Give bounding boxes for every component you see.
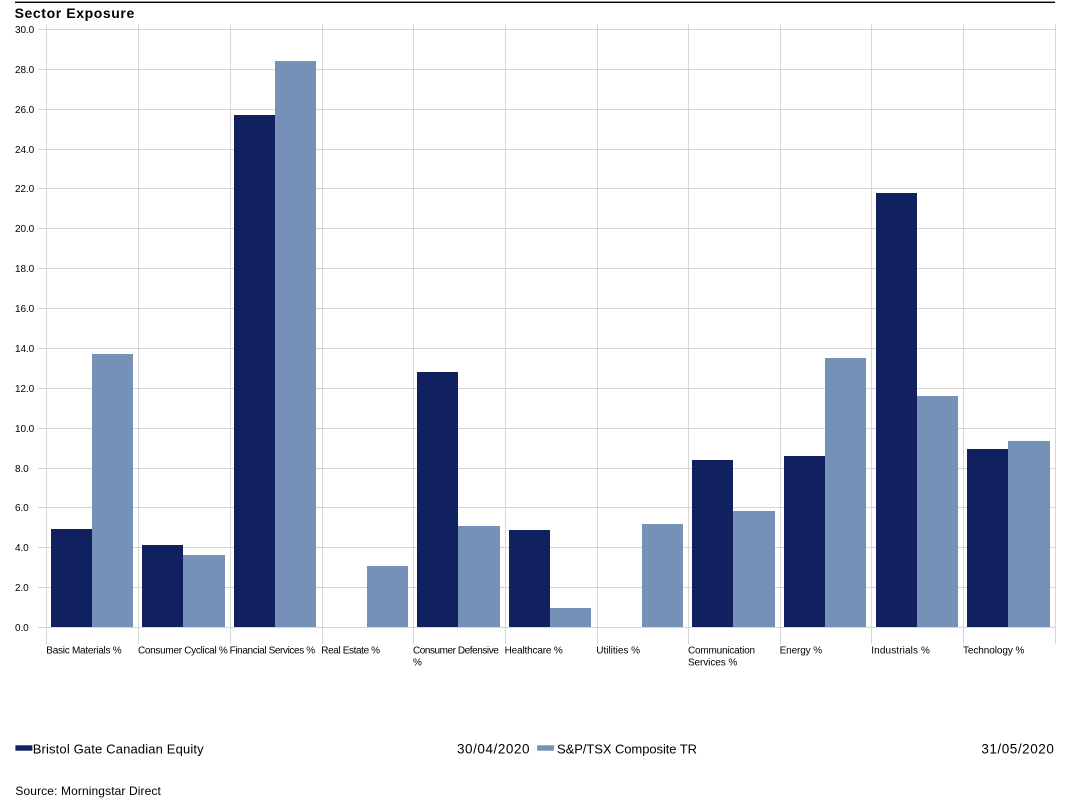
svg-text:Source: Morningstar Direct: Source: Morningstar Direct [15, 784, 161, 798]
svg-text:Technology %: Technology % [963, 645, 1025, 656]
svg-text:8.0: 8.0 [15, 464, 29, 475]
svg-text:Real Estate %: Real Estate % [321, 645, 380, 656]
svg-text:Industrials %: Industrials % [871, 645, 930, 656]
svg-text:Basic Materials %: Basic Materials % [46, 645, 121, 656]
svg-text:30/04/2020: 30/04/2020 [457, 742, 530, 757]
svg-text:Consumer Cyclical %: Consumer Cyclical % [138, 645, 228, 656]
svg-text:%: % [413, 657, 422, 668]
svg-text:10.0: 10.0 [15, 424, 35, 435]
svg-text:18.0: 18.0 [15, 264, 35, 275]
svg-text:22.0: 22.0 [15, 184, 35, 195]
svg-text:Services %: Services % [688, 657, 737, 668]
svg-text:Utilities %: Utilities % [596, 645, 640, 656]
svg-text:31/05/2020: 31/05/2020 [981, 742, 1054, 757]
svg-text:12.0: 12.0 [15, 384, 35, 395]
svg-text:Consumer Defensive: Consumer Defensive [413, 645, 499, 656]
svg-text:0.0: 0.0 [15, 623, 29, 634]
svg-text:2.0: 2.0 [15, 583, 29, 594]
svg-text:Healthcare %: Healthcare % [505, 645, 563, 656]
svg-text:14.0: 14.0 [15, 344, 35, 355]
svg-text:4.0: 4.0 [15, 543, 29, 554]
svg-text:Bristol Gate Canadian Equity: Bristol Gate Canadian Equity [33, 741, 204, 756]
svg-text:20.0: 20.0 [15, 224, 35, 235]
svg-text:26.0: 26.0 [15, 105, 35, 116]
svg-text:30.0: 30.0 [15, 25, 35, 36]
svg-text:Sector Exposure: Sector Exposure [15, 5, 135, 21]
svg-text:6.0: 6.0 [15, 503, 29, 514]
svg-text:S&P/TSX Composite TR: S&P/TSX Composite TR [557, 741, 697, 756]
svg-text:16.0: 16.0 [15, 304, 35, 315]
svg-text:24.0: 24.0 [15, 145, 35, 156]
svg-text:28.0: 28.0 [15, 65, 35, 76]
svg-text:Financial Services %: Financial Services % [230, 645, 316, 656]
svg-text:Communication: Communication [688, 645, 755, 656]
svg-text:Energy %: Energy % [780, 645, 823, 656]
